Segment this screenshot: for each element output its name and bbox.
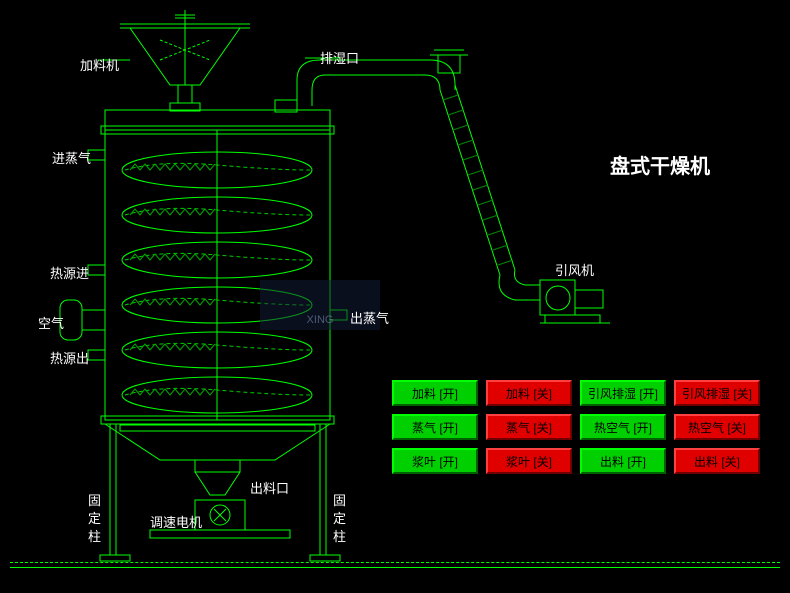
ground-line-solid [10,567,780,568]
label-steam-in: 进蒸气 [52,148,91,167]
label-fan: 引风机 [555,260,594,279]
label-steam-out: 出蒸气 [350,308,389,327]
label-wet-outlet: 排湿口 [320,48,359,67]
label-column-r2: 定 [333,508,346,527]
btn-feed-on[interactable]: 加料 [开] [392,380,478,406]
page-title: 盘式干燥机 [610,150,710,179]
control-panel: 加料 [开] 加料 [关] 引风排湿 [开] 引风排湿 [关] 蒸气 [开] 蒸… [392,380,760,474]
btn-exhaust-off[interactable]: 引风排湿 [关] [674,380,760,406]
label-column-l1: 固 [88,490,101,509]
btn-discharge-on[interactable]: 出料 [开] [580,448,666,474]
label-motor: 调速电机 [150,512,202,531]
label-column-l2: 定 [88,508,101,527]
btn-exhaust-on[interactable]: 引风排湿 [开] [580,380,666,406]
label-discharge: 出料口 [250,478,289,497]
dryer-diagram [0,0,790,593]
label-feeder: 加料机 [80,55,119,74]
btn-feed-off[interactable]: 加料 [关] [486,380,572,406]
btn-hotair-on[interactable]: 热空气 [开] [580,414,666,440]
label-heat-in: 热源进 [50,263,89,282]
ground-line-dashed [10,562,780,563]
label-column-r3: 柱 [333,526,346,545]
label-column-l3: 柱 [88,526,101,545]
label-column-r1: 固 [333,490,346,509]
btn-steam-on[interactable]: 蒸气 [开] [392,414,478,440]
btn-hotair-off[interactable]: 热空气 [关] [674,414,760,440]
btn-paddle-off[interactable]: 浆叶 [关] [486,448,572,474]
btn-paddle-on[interactable]: 浆叶 [开] [392,448,478,474]
label-air: 空气 [38,313,64,332]
btn-discharge-off[interactable]: 出料 [关] [674,448,760,474]
btn-steam-off[interactable]: 蒸气 [关] [486,414,572,440]
label-heat-out: 热源出 [50,348,89,367]
